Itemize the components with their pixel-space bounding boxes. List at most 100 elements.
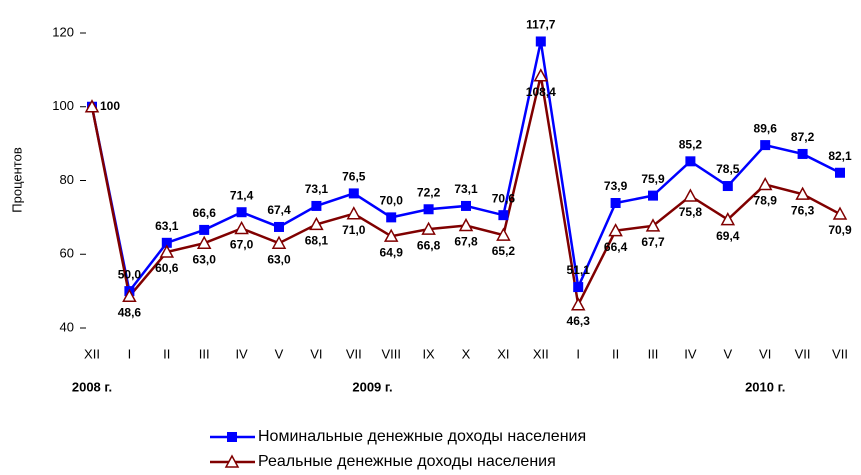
x-tick-label: VIII: [381, 346, 401, 361]
marker: [199, 224, 210, 235]
data-label: 65,2: [492, 244, 516, 258]
data-label: 51,1: [567, 263, 591, 277]
marker: [533, 68, 549, 82]
data-label: 60,6: [155, 261, 179, 275]
marker: [645, 218, 661, 232]
marker: [535, 36, 546, 47]
marker: [795, 186, 810, 200]
year-label: 2009 г.: [352, 379, 392, 394]
y-tick-label: 80: [60, 172, 74, 187]
marker: [720, 212, 736, 226]
data-label: 82,1: [828, 149, 852, 163]
marker: [458, 217, 474, 232]
data-label: 73,1: [454, 182, 478, 196]
marker: [498, 210, 509, 221]
x-tick-label: XI: [497, 346, 509, 361]
marker: [683, 188, 698, 202]
data-label: 63,0: [267, 252, 291, 266]
marker: [722, 181, 733, 192]
marker: [383, 228, 399, 242]
data-label: 69,4: [716, 229, 740, 243]
marker: [84, 99, 100, 113]
data-label: 75,8: [679, 205, 703, 219]
marker: [234, 220, 249, 235]
x-tick-label: III: [648, 346, 659, 361]
marker: [386, 212, 397, 223]
x-tick-label: V: [723, 346, 732, 361]
data-label: 85,2: [679, 137, 703, 151]
data-label: 70,0: [380, 194, 404, 208]
y-axis-label: Процентов: [9, 147, 24, 213]
x-tick-label: X: [462, 346, 471, 361]
data-label: 100: [100, 99, 120, 113]
marker: [610, 197, 621, 208]
data-label: 64,9: [380, 245, 404, 259]
data-label: 89,6: [754, 121, 778, 135]
x-tick-label: IX: [422, 346, 435, 361]
data-label: 71,0: [342, 223, 366, 237]
data-label: 73,1: [305, 182, 329, 196]
data-label: 50,0: [118, 267, 142, 281]
data-label: 66,4: [604, 240, 628, 254]
data-label: 72,2: [417, 185, 441, 199]
marker: [685, 156, 696, 167]
data-label: 70,9: [828, 223, 852, 237]
data-label: 76,5: [342, 170, 366, 184]
y-tick-label: 60: [60, 246, 74, 261]
x-tick-label: IV: [235, 346, 248, 361]
data-label: 67,8: [454, 235, 478, 249]
x-tick-label: II: [163, 346, 170, 361]
data-label: 68,1: [305, 234, 329, 248]
marker: [346, 206, 362, 220]
marker: [608, 223, 623, 237]
marker: [196, 235, 212, 249]
marker: [832, 206, 848, 220]
marker: [224, 454, 240, 468]
data-label: 66,6: [193, 206, 217, 220]
marker: [271, 235, 287, 249]
data-label: 70,6: [492, 191, 516, 205]
data-label: 66,8: [417, 238, 441, 252]
marker: [161, 237, 172, 248]
y-tick-label: 40: [60, 319, 74, 334]
x-tick-label: XII: [533, 346, 549, 361]
x-tick-label: VI: [310, 346, 322, 361]
data-label: 78,9: [754, 194, 778, 208]
marker: [573, 282, 584, 293]
marker: [570, 297, 586, 311]
x-tick-label: V: [275, 346, 284, 361]
x-tick-label: VII: [346, 346, 362, 361]
y-tick-label: 100: [52, 98, 74, 113]
data-label: 67,4: [267, 203, 291, 217]
data-label: 48,6: [118, 305, 142, 319]
data-label: 76,3: [791, 203, 815, 217]
marker: [274, 221, 284, 232]
data-label: 63,0: [193, 252, 217, 266]
marker: [236, 207, 247, 218]
y-tick-label: 120: [52, 24, 74, 39]
marker: [311, 200, 322, 211]
x-tick-label: I: [128, 346, 132, 361]
data-label: 78,5: [716, 162, 740, 176]
x-tick-label: VII: [832, 346, 848, 361]
legend-label: Номинальные денежные доходы населения: [258, 428, 586, 445]
data-label: 67,7: [641, 235, 665, 249]
data-label: 67,0: [230, 238, 254, 252]
x-tick-label: VII: [795, 346, 811, 361]
marker: [159, 244, 175, 258]
marker: [496, 227, 511, 241]
data-label: 108,4: [526, 85, 556, 99]
marker: [757, 176, 773, 191]
marker: [760, 140, 771, 151]
marker: [461, 200, 471, 211]
x-tick-label: XII: [84, 346, 100, 361]
data-label: 63,1: [155, 219, 179, 233]
marker: [348, 188, 359, 199]
x-tick-label: III: [199, 346, 210, 361]
legend-label: Реальные денежные доходы населения: [258, 453, 556, 470]
year-label: 2008 г.: [72, 379, 112, 394]
marker: [227, 432, 237, 442]
marker: [797, 148, 808, 159]
data-label: 73,9: [604, 179, 628, 193]
